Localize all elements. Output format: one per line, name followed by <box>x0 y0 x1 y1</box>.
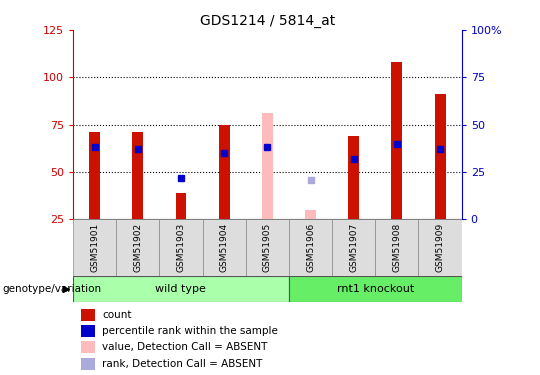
Text: count: count <box>102 310 132 320</box>
Bar <box>73 219 116 276</box>
Text: GSM51901: GSM51901 <box>90 223 99 272</box>
Text: rank, Detection Call = ABSENT: rank, Detection Call = ABSENT <box>102 359 262 369</box>
Bar <box>89 132 100 219</box>
Text: rnt1 knockout: rnt1 knockout <box>336 284 414 294</box>
Bar <box>289 219 332 276</box>
Text: value, Detection Call = ABSENT: value, Detection Call = ABSENT <box>102 342 267 352</box>
Bar <box>73 276 289 302</box>
Bar <box>202 219 246 276</box>
Text: GSM51906: GSM51906 <box>306 223 315 272</box>
Bar <box>375 219 418 276</box>
Text: genotype/variation: genotype/variation <box>3 285 102 294</box>
Bar <box>348 136 359 219</box>
Text: GSM51908: GSM51908 <box>393 223 401 272</box>
Text: GSM51904: GSM51904 <box>220 223 228 272</box>
Title: GDS1214 / 5814_at: GDS1214 / 5814_at <box>200 13 335 28</box>
Bar <box>418 219 462 276</box>
Bar <box>80 325 96 338</box>
Text: GSM51902: GSM51902 <box>133 223 142 272</box>
Bar <box>132 132 143 219</box>
Bar <box>116 219 159 276</box>
Bar <box>219 124 230 219</box>
Bar <box>159 219 202 276</box>
Bar <box>80 341 96 353</box>
Bar <box>289 276 462 302</box>
Text: GSM51907: GSM51907 <box>349 223 358 272</box>
Bar <box>80 358 96 370</box>
Bar <box>392 62 402 219</box>
Bar <box>435 94 446 219</box>
Text: GSM51909: GSM51909 <box>436 223 444 272</box>
Bar <box>332 219 375 276</box>
Text: percentile rank within the sample: percentile rank within the sample <box>102 326 278 336</box>
Bar <box>246 219 289 276</box>
Bar <box>305 210 316 219</box>
Text: GSM51905: GSM51905 <box>263 223 272 272</box>
Text: GSM51903: GSM51903 <box>177 223 185 272</box>
Text: wild type: wild type <box>156 284 206 294</box>
Bar <box>176 193 186 219</box>
Bar <box>262 113 273 219</box>
Bar <box>80 309 96 321</box>
